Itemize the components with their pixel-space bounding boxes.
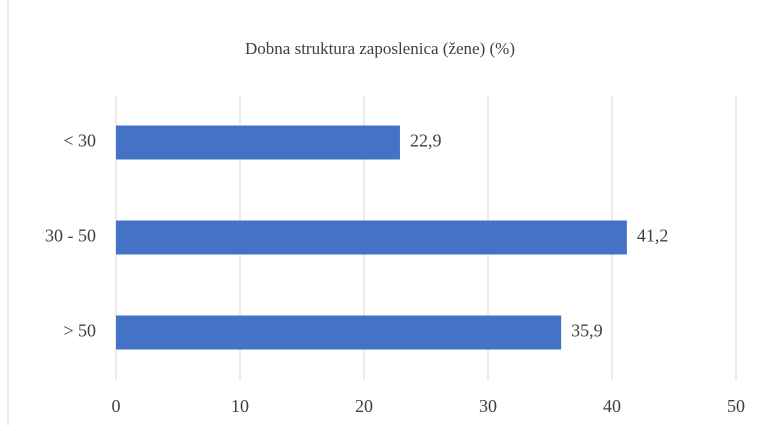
bar (116, 125, 400, 160)
x-tick-label: 50 (727, 396, 745, 416)
x-tick-label: 20 (355, 396, 373, 416)
data-label: 35,9 (571, 321, 603, 341)
x-tick-label: 10 (231, 396, 249, 416)
x-tick-label: 0 (112, 396, 121, 416)
x-tick-label: 30 (479, 396, 497, 416)
data-label: 22,9 (410, 131, 442, 151)
y-tick-label: 30 - 50 (45, 226, 96, 246)
data-label: 41,2 (637, 226, 669, 246)
x-tick-label: 40 (603, 396, 621, 416)
bar (116, 220, 627, 255)
chart-title: Dobna struktura zaposlenica (žene) (%) (245, 39, 515, 58)
bar (116, 315, 562, 350)
y-tick-label: < 30 (63, 131, 96, 151)
y-tick-label: > 50 (63, 321, 96, 341)
